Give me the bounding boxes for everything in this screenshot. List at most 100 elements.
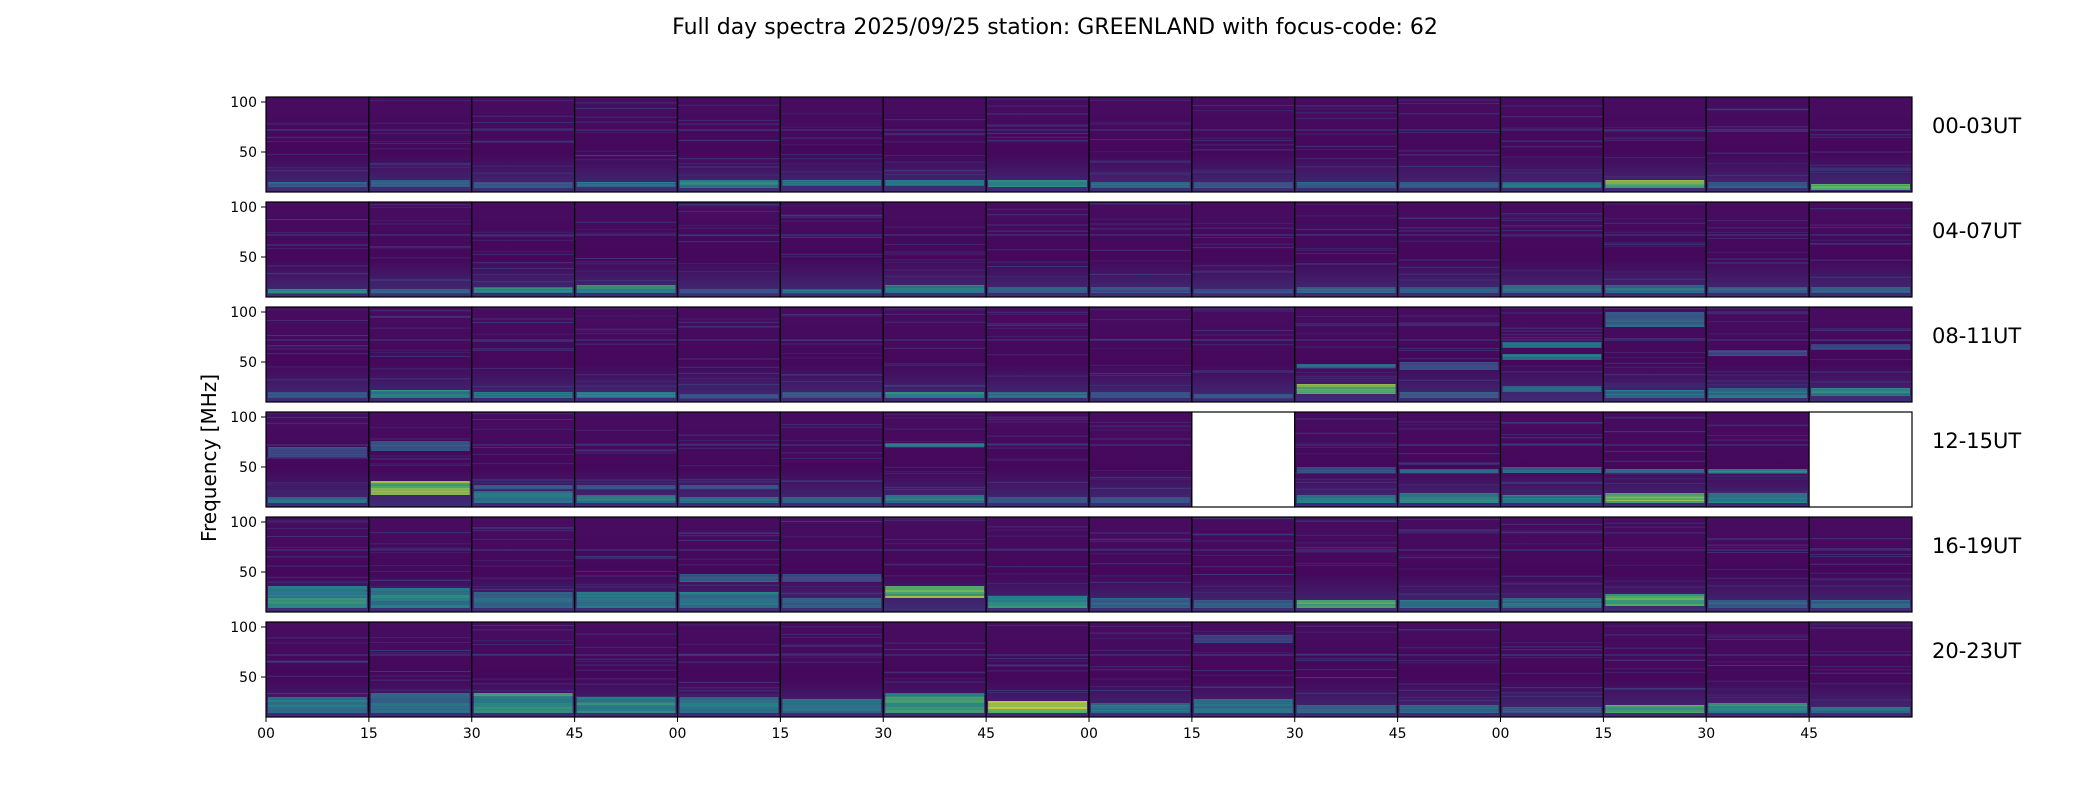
intensity-band <box>370 292 470 294</box>
spectrum-panel <box>985 201 1090 298</box>
intensity-band <box>1296 183 1396 184</box>
intensity-band <box>1708 391 1808 393</box>
intensity-band <box>268 453 367 456</box>
intensity-band <box>576 597 676 600</box>
intensity-band <box>1399 600 1499 602</box>
intensity-band <box>1811 347 1910 348</box>
spectrum-background <box>986 307 1089 402</box>
intensity-band <box>268 498 367 499</box>
intensity-band <box>473 696 573 700</box>
intensity-band <box>1502 346 1602 347</box>
spectrum-panel <box>368 306 473 403</box>
intensity-band <box>473 395 573 396</box>
intensity-band <box>679 574 779 576</box>
intensity-band <box>782 396 882 397</box>
spectrum-panel <box>1088 96 1193 193</box>
intensity-band <box>473 709 573 713</box>
intensity-band <box>268 592 367 593</box>
intensity-band <box>782 392 882 393</box>
intensity-band <box>370 447 470 450</box>
spectrum-background <box>266 97 369 192</box>
intensity-band <box>679 184 779 186</box>
intensity-band <box>1296 364 1396 365</box>
intensity-band <box>1193 706 1293 709</box>
intensity-band <box>576 287 676 289</box>
x-tick-label: 15 <box>360 726 378 742</box>
intensity-band <box>1091 290 1190 291</box>
intensity-band <box>782 291 882 293</box>
intensity-band <box>988 394 1087 395</box>
intensity-band <box>1296 469 1396 470</box>
spectrum-panel <box>471 96 576 193</box>
spectrum-background <box>780 517 884 612</box>
intensity-band <box>1605 472 1705 474</box>
intensity-band <box>1502 343 1602 344</box>
intensity-band <box>1399 186 1499 187</box>
spectrum-panel <box>1397 306 1502 403</box>
intensity-band <box>1502 344 1602 345</box>
intensity-band <box>988 289 1087 290</box>
intensity-band <box>988 290 1087 291</box>
intensity-band <box>988 500 1087 501</box>
intensity-band <box>370 392 470 394</box>
intensity-band <box>1502 500 1602 502</box>
intensity-band <box>1296 186 1396 187</box>
intensity-band <box>1296 290 1396 291</box>
intensity-band <box>268 184 367 186</box>
intensity-band <box>1399 185 1499 186</box>
spectrum-background <box>1809 307 1912 402</box>
spectrum-background <box>1500 97 1604 192</box>
intensity-band <box>1502 185 1602 186</box>
intensity-band <box>885 703 985 707</box>
intensity-band <box>1399 707 1499 709</box>
intensity-band <box>1605 705 1705 707</box>
intensity-band <box>679 500 779 501</box>
intensity-band <box>782 290 882 292</box>
intensity-band <box>1605 469 1705 471</box>
intensity-band <box>370 291 470 293</box>
intensity-band <box>679 594 779 598</box>
intensity-band <box>576 594 676 598</box>
intensity-band <box>1605 470 1705 472</box>
intensity-band <box>1811 348 1910 349</box>
intensity-band <box>885 588 985 590</box>
spectrum-background <box>471 97 575 192</box>
intensity-band <box>1296 496 1396 498</box>
intensity-band <box>370 709 470 713</box>
intensity-band <box>268 186 367 188</box>
spectrum-panel <box>1397 411 1502 508</box>
intensity-band <box>885 395 985 396</box>
intensity-band <box>1399 602 1499 604</box>
intensity-band <box>576 495 676 497</box>
intensity-band <box>988 395 1087 396</box>
intensity-band <box>1399 363 1499 365</box>
intensity-band <box>988 185 1087 187</box>
missing-data-panel <box>1809 412 1912 507</box>
intensity-band <box>1811 288 1910 289</box>
spectrum-panel <box>1705 516 1810 613</box>
spectrum-panel <box>1602 516 1707 613</box>
intensity-band <box>576 485 676 487</box>
intensity-band <box>988 392 1087 393</box>
intensity-band <box>370 390 470 392</box>
intensity-band <box>988 288 1087 289</box>
intensity-band <box>1708 471 1808 473</box>
intensity-band <box>782 601 882 603</box>
intensity-band <box>1605 707 1705 709</box>
intensity-band <box>782 708 882 711</box>
intensity-band <box>1502 469 1602 470</box>
intensity-band <box>1502 710 1602 711</box>
spectrum-background <box>1603 412 1707 507</box>
intensity-band <box>576 186 676 188</box>
intensity-band <box>473 602 573 606</box>
intensity-band <box>268 289 367 291</box>
intensity-band <box>576 394 676 395</box>
spectrum-panel <box>779 201 884 298</box>
spectra-row-16-19ut: 50 100 16-19UT <box>230 515 2021 613</box>
intensity-band <box>576 290 676 292</box>
intensity-band <box>988 180 1087 182</box>
intensity-band <box>1296 366 1396 367</box>
spectrum-panel <box>1808 621 1913 718</box>
row-time-label: 08-11UT <box>1932 324 2021 348</box>
intensity-band <box>782 395 882 396</box>
